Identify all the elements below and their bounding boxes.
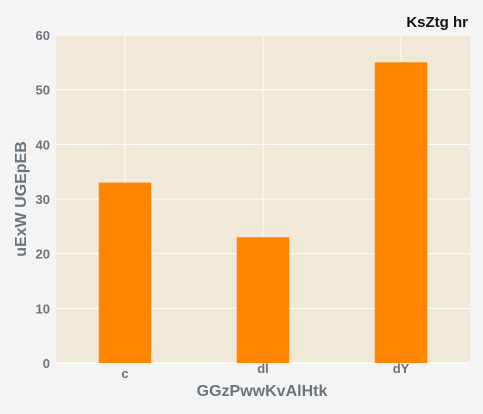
y-tick-label-4: 40 — [36, 137, 50, 152]
bar-1 — [236, 237, 290, 363]
y-tick-label-2: 20 — [36, 247, 50, 262]
chart-title: KsZtg hr — [406, 14, 468, 31]
y-tick-label-5: 50 — [36, 83, 50, 98]
y-axis-label: uExW UGEpEB — [13, 141, 30, 257]
bar-0 — [98, 182, 152, 363]
x-tick-label-2: dY — [393, 361, 410, 376]
y-axis-ticks: 0 10 20 30 40 50 60 — [36, 28, 50, 371]
y-tick-label-0: 0 — [43, 356, 50, 371]
x-tick-label-0: c — [121, 366, 128, 381]
x-axis-ticks: c dl dY — [121, 361, 409, 381]
bars — [98, 62, 428, 363]
x-tick-label-1: dl — [257, 361, 269, 376]
y-tick-label-3: 30 — [36, 192, 50, 207]
y-tick-label-1: 10 — [36, 301, 50, 316]
bar-2 — [374, 62, 428, 363]
x-axis-label: GGzPwwKvAlHtk — [197, 383, 328, 400]
y-tick-label-6: 60 — [36, 28, 50, 43]
